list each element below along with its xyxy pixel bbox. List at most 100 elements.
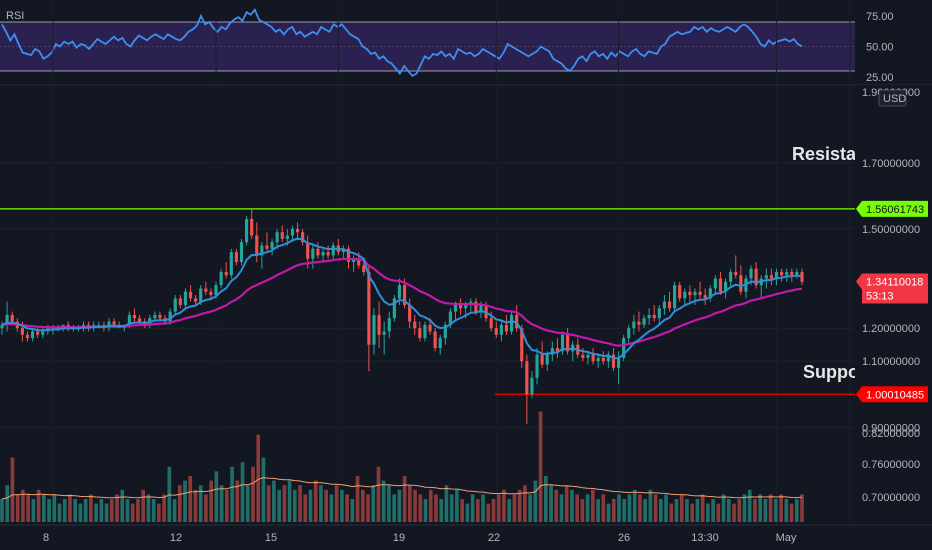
candle: [673, 281, 677, 312]
candle: [204, 281, 208, 296]
candle: [194, 295, 198, 305]
candle-body: [769, 275, 774, 279]
candle: [550, 341, 554, 362]
volume-bar: [162, 494, 166, 522]
last-price-label: 1.34110018: [866, 276, 923, 288]
chart-grid: [0, 162, 855, 428]
candle-body: [138, 318, 142, 322]
candle: [229, 248, 233, 279]
candle: [535, 348, 539, 385]
candle: [769, 268, 774, 286]
volume-bar: [434, 494, 438, 522]
candle: [780, 268, 784, 282]
volume-bar: [292, 489, 297, 522]
candle-body: [586, 354, 590, 358]
volume-bar: [470, 494, 475, 522]
candle: [729, 268, 733, 289]
volume-bar: [94, 503, 98, 522]
candle-body: [591, 354, 595, 362]
candle-body: [683, 291, 687, 299]
time-tick-label: 15: [265, 532, 277, 544]
candle-body: [402, 285, 407, 305]
volume-bar: [73, 499, 78, 522]
volume-bar: [559, 494, 564, 522]
candle-body: [667, 301, 672, 309]
candle-body: [438, 338, 442, 348]
candle: [632, 314, 636, 335]
candle: [560, 331, 565, 355]
candle-body: [525, 361, 529, 395]
candle-body: [285, 235, 289, 239]
volume-bar: [68, 494, 72, 522]
volume-bar: [125, 499, 130, 522]
candle: [606, 351, 610, 368]
candle-body: [341, 248, 345, 253]
candle-body: [673, 285, 677, 309]
candle: [413, 314, 417, 335]
volume-bar: [240, 462, 245, 522]
candle: [571, 341, 575, 362]
candle: [346, 245, 351, 269]
volume-bar: [360, 489, 365, 522]
volume-bars: [0, 411, 804, 522]
candle-body: [566, 334, 570, 352]
volume-bar: [172, 499, 177, 522]
candle: [30, 328, 35, 342]
time-tick-label: 8: [43, 532, 49, 544]
candle: [408, 298, 412, 329]
volume-bar: [742, 494, 747, 522]
price-tick-label: 0.70000000: [862, 492, 920, 504]
volume-bar: [601, 494, 606, 522]
candle: [316, 242, 320, 259]
volume-bar: [690, 503, 695, 522]
candle: [245, 215, 249, 246]
candle: [311, 245, 315, 269]
volume-bar: [266, 485, 271, 522]
volume-bar: [303, 494, 308, 522]
volume-bar: [183, 480, 187, 522]
volume-bar: [716, 503, 721, 522]
volume-bar: [366, 494, 370, 522]
volume-bar: [397, 489, 402, 522]
candle: [667, 291, 672, 312]
candle-body: [224, 271, 228, 276]
volume-bar: [638, 494, 642, 522]
candle-body: [382, 331, 386, 335]
volume-bar: [706, 503, 710, 522]
candle-body: [188, 291, 193, 299]
volume-bar: [517, 489, 522, 522]
support-price-tag: 1.00010485: [856, 386, 928, 403]
price-tick-label: 1.50000000: [862, 224, 920, 236]
volume-bar: [261, 457, 266, 522]
candle-body: [739, 275, 743, 292]
candle-body: [520, 328, 524, 362]
candle-body: [652, 314, 656, 319]
candle: [555, 338, 559, 358]
volume-bar: [721, 494, 726, 522]
price-axis-bg: [855, 85, 932, 525]
candle-body: [41, 331, 45, 335]
candle-body: [362, 265, 366, 272]
candle: [178, 295, 182, 309]
bar-countdown-label: 53:13: [866, 290, 894, 302]
volume-bar: [627, 494, 632, 522]
candle-body: [713, 278, 717, 289]
volume-bar: [711, 499, 715, 522]
volume-bar: [130, 503, 135, 522]
candle-body: [459, 305, 463, 309]
candle-body: [367, 271, 371, 345]
candle-body: [535, 354, 539, 378]
candle-body: [173, 298, 177, 312]
candle-body: [153, 314, 157, 319]
candle: [418, 321, 422, 342]
volume-bar: [167, 466, 172, 522]
time-tick-label: 26: [618, 532, 630, 544]
volume-bar: [763, 499, 768, 522]
candle-body: [107, 321, 111, 329]
currency-badge[interactable]: USD: [878, 89, 907, 107]
candle-body: [790, 271, 794, 276]
last-price-tag: 1.34110018 53:13: [856, 273, 928, 304]
candle-body: [453, 305, 458, 312]
candle-body: [433, 331, 437, 348]
candle-body: [688, 291, 692, 296]
